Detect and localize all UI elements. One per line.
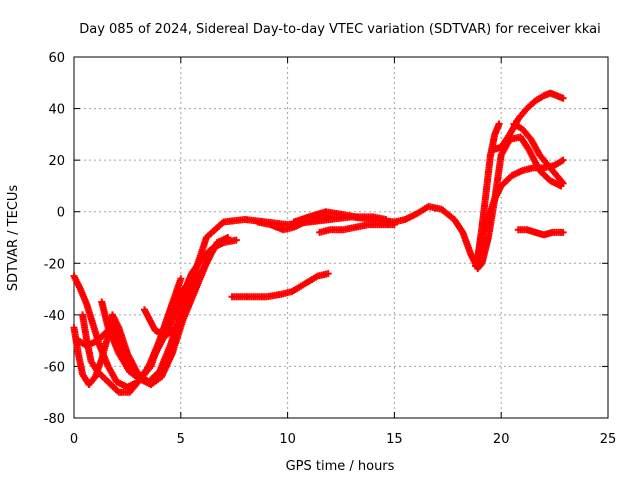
data-point — [559, 228, 567, 236]
series-s9 — [316, 221, 398, 236]
data-point — [559, 179, 567, 187]
series-s7 — [228, 270, 332, 301]
y-tick-label: 60 — [48, 51, 65, 66]
data-point — [224, 234, 232, 241]
data-point — [326, 213, 334, 221]
y-tick-label: 0 — [57, 206, 65, 221]
series-s5 — [140, 254, 213, 339]
y-tick-label: 40 — [48, 103, 65, 118]
x-axis-label: GPS time / hours — [286, 459, 395, 474]
y-tick-label: -60 — [44, 360, 65, 375]
x-tick-label: 15 — [386, 432, 403, 447]
series-s15 — [514, 226, 567, 239]
y-axis-label: SDTVAR / TECUs — [6, 185, 21, 292]
data-point — [179, 285, 187, 293]
x-tick-label: 20 — [493, 432, 510, 447]
y-tick-label: 20 — [48, 154, 65, 169]
x-tick-label: 0 — [70, 432, 78, 447]
data-point — [177, 275, 185, 283]
y-tick-label: -80 — [44, 412, 65, 427]
data-points — [70, 89, 567, 396]
data-point — [559, 94, 567, 102]
data-point — [390, 221, 398, 229]
data-point — [495, 120, 503, 128]
series-s8 — [290, 208, 390, 226]
x-tick-label: 5 — [177, 432, 185, 447]
axis-ticks: 0 5 10 15 20 25 -80 -60 -40 -20 0 20 40 60 — [44, 51, 617, 447]
y-tick-label: -20 — [44, 257, 65, 272]
data-point — [232, 236, 240, 244]
data-point — [324, 270, 332, 278]
x-tick-label: 10 — [279, 432, 296, 447]
y-tick-label: -40 — [44, 309, 65, 324]
chart-title: Day 085 of 2024, Sidereal Day-to-day VTE… — [79, 22, 601, 37]
series-s6 — [98, 285, 187, 383]
series-s10 — [254, 213, 334, 234]
data-point — [205, 254, 213, 262]
x-tick-label: 25 — [600, 432, 617, 447]
series-s12 — [472, 156, 567, 270]
series-s14 — [510, 120, 567, 187]
plot-frame — [73, 56, 609, 419]
data-point — [559, 156, 567, 164]
